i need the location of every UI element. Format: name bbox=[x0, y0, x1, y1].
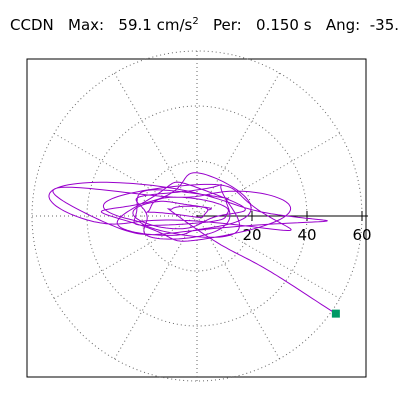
station-code: CCDN bbox=[10, 16, 54, 34]
end-point-marker bbox=[331, 309, 340, 318]
grid-spoke-240 bbox=[114, 215, 198, 360]
radial-tick-label-60: 60 bbox=[352, 226, 371, 244]
orbit-path bbox=[48, 172, 337, 315]
max-label: Max: bbox=[68, 16, 105, 34]
max-value: 59.1 cm/s bbox=[118, 16, 193, 34]
orbit-trace bbox=[48, 172, 337, 315]
period-label: Per: bbox=[213, 16, 242, 34]
radial-tick-label-20: 20 bbox=[242, 226, 261, 244]
grid-spoke-150 bbox=[53, 133, 198, 217]
radial-tick-label-40: 40 bbox=[297, 226, 316, 244]
end-marker-group bbox=[331, 309, 340, 318]
period-value: 0.150 s bbox=[256, 16, 312, 34]
angle-label: Ang: bbox=[325, 16, 361, 34]
max-exponent: 2 bbox=[192, 16, 199, 27]
chart-header: CCDN Max: 59.1 cm/s2 Per: 0.150 s Ang: -… bbox=[10, 16, 400, 34]
plot-frame bbox=[26, 58, 367, 378]
angle-value: -35.5 bbox=[369, 16, 400, 34]
